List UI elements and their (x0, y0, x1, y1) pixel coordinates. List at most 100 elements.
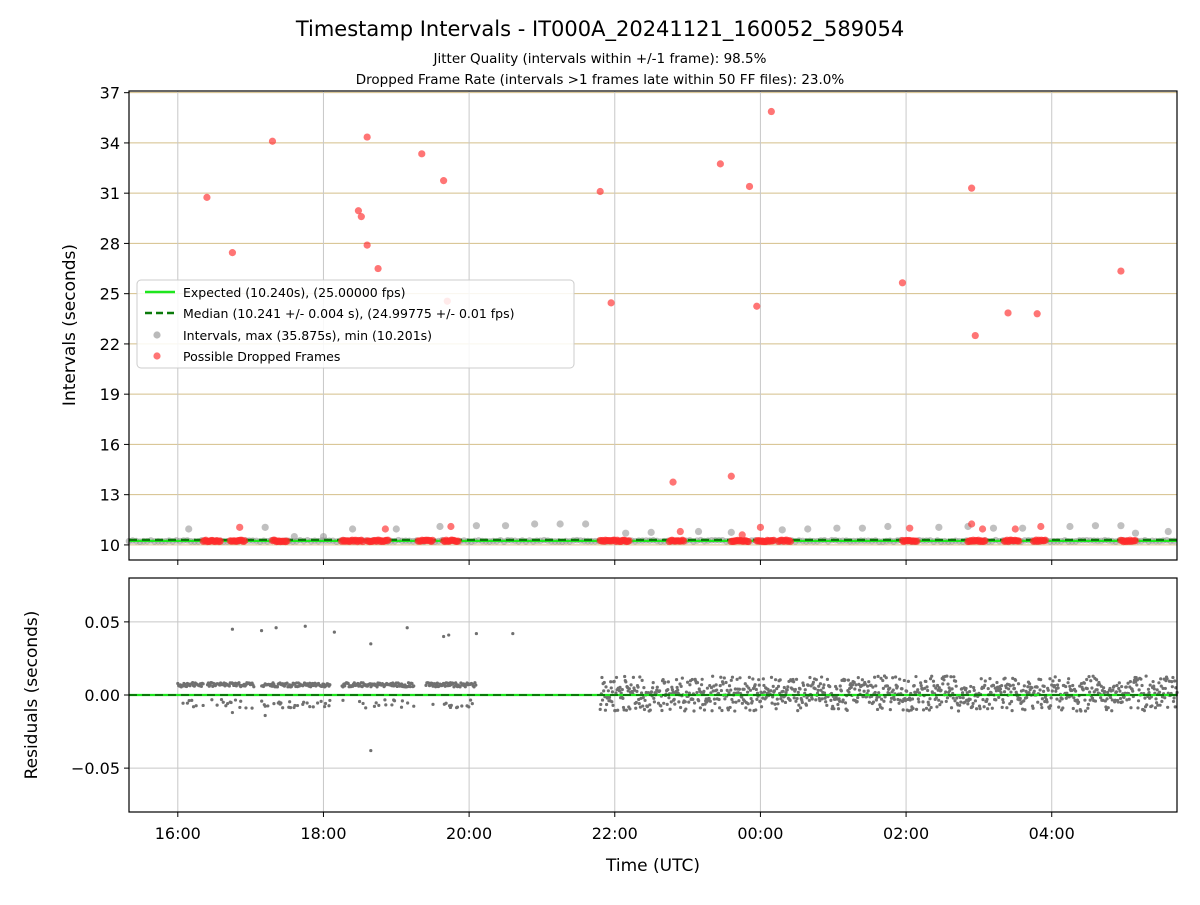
residual-point (1173, 705, 1177, 709)
residual-point (252, 685, 256, 689)
dropped-frame-point (625, 537, 633, 545)
intervals-y-tick-label: 13 (100, 486, 120, 505)
residual-point (888, 686, 892, 690)
interval-point (858, 524, 866, 532)
residual-point (955, 696, 959, 700)
residual-point (399, 705, 404, 709)
residual-point (794, 677, 799, 681)
residual-point (285, 681, 289, 685)
residual-point (738, 676, 742, 680)
residual-point (627, 687, 631, 691)
residual-point (666, 680, 670, 684)
residual-point (960, 691, 965, 695)
residual-point (1170, 680, 1174, 684)
residual-point (719, 675, 723, 679)
residual-point (717, 697, 721, 702)
residual-point (912, 683, 916, 688)
residual-point (311, 705, 315, 709)
residual-point (614, 675, 619, 680)
residual-point (921, 700, 925, 704)
interval-point (694, 527, 703, 536)
residual-point (838, 699, 842, 703)
residual-point (1127, 697, 1131, 701)
intervals-axes-frame (128, 90, 1178, 561)
residual-point (1149, 695, 1153, 699)
residual-point (288, 700, 292, 704)
residual-point (194, 704, 198, 708)
dropped-frame-point (1015, 537, 1023, 545)
residual-point (713, 701, 717, 706)
residual-point (1114, 690, 1119, 694)
residual-point (665, 702, 669, 706)
residual-point (659, 704, 663, 708)
residual-point (1156, 703, 1160, 707)
residual-point (190, 698, 194, 702)
residual-point (954, 679, 958, 683)
residual-point (1085, 687, 1089, 691)
residual-point (798, 687, 802, 691)
residual-point (718, 706, 722, 710)
residual-point (819, 675, 824, 679)
residual-point (723, 697, 727, 701)
residual-point (860, 678, 864, 682)
residual-point (616, 708, 620, 712)
residual-point (934, 686, 938, 690)
residual-point (598, 707, 602, 711)
residual-point (1140, 683, 1144, 688)
interval-point (1117, 522, 1125, 530)
residual-point (874, 684, 878, 688)
residual-point (810, 697, 814, 701)
residual-point (412, 684, 416, 688)
residual-point (983, 683, 987, 687)
residual-point (369, 748, 373, 753)
residual-point (1025, 695, 1029, 700)
residual-point (910, 697, 915, 701)
dropped-frame-point (906, 524, 914, 532)
residual-point (991, 683, 996, 687)
dropped-frame-point (716, 160, 724, 168)
residual-point (953, 699, 957, 703)
residual-point (1139, 677, 1143, 681)
residual-point (883, 695, 887, 699)
residual-point (211, 684, 215, 689)
residual-point (377, 703, 381, 707)
residual-point (1166, 705, 1170, 709)
residual-point (602, 680, 606, 685)
residual-point (1038, 688, 1042, 692)
residual-point (1022, 684, 1026, 688)
residual-point (881, 686, 885, 690)
residual-point (747, 675, 751, 679)
residual-point (982, 705, 986, 709)
residual-point (712, 697, 716, 701)
interval-point (778, 526, 786, 534)
residual-point (781, 689, 785, 693)
residual-point (639, 691, 644, 695)
residual-point (1071, 706, 1075, 711)
dropped-frame-point (680, 537, 688, 545)
interval-point (989, 524, 998, 532)
residual-point (757, 678, 761, 682)
residual-point (945, 696, 950, 700)
residual-point (841, 698, 845, 702)
residual-point (849, 685, 853, 690)
residual-point (737, 699, 741, 703)
residual-point (1154, 697, 1158, 701)
interval-point (1131, 529, 1140, 537)
residual-point (259, 629, 264, 633)
residual-point (674, 678, 679, 682)
residual-point (822, 691, 827, 695)
residual-point (1129, 706, 1133, 710)
dropped-frame-point (236, 523, 244, 531)
residual-point (898, 698, 902, 702)
legend-intervals-label: Intervals, max (35.875s), min (10.201s) (183, 328, 432, 343)
residual-point (927, 703, 931, 707)
residual-point (606, 689, 610, 693)
residual-point (825, 677, 830, 681)
residual-point (853, 687, 857, 691)
residual-point (917, 700, 921, 704)
residual-point (656, 701, 661, 705)
residual-point (970, 704, 975, 709)
residual-point (744, 706, 748, 710)
chart-subtitle-dropped: Dropped Frame Rate (intervals >1 frames … (356, 72, 845, 88)
residual-point (688, 683, 692, 687)
